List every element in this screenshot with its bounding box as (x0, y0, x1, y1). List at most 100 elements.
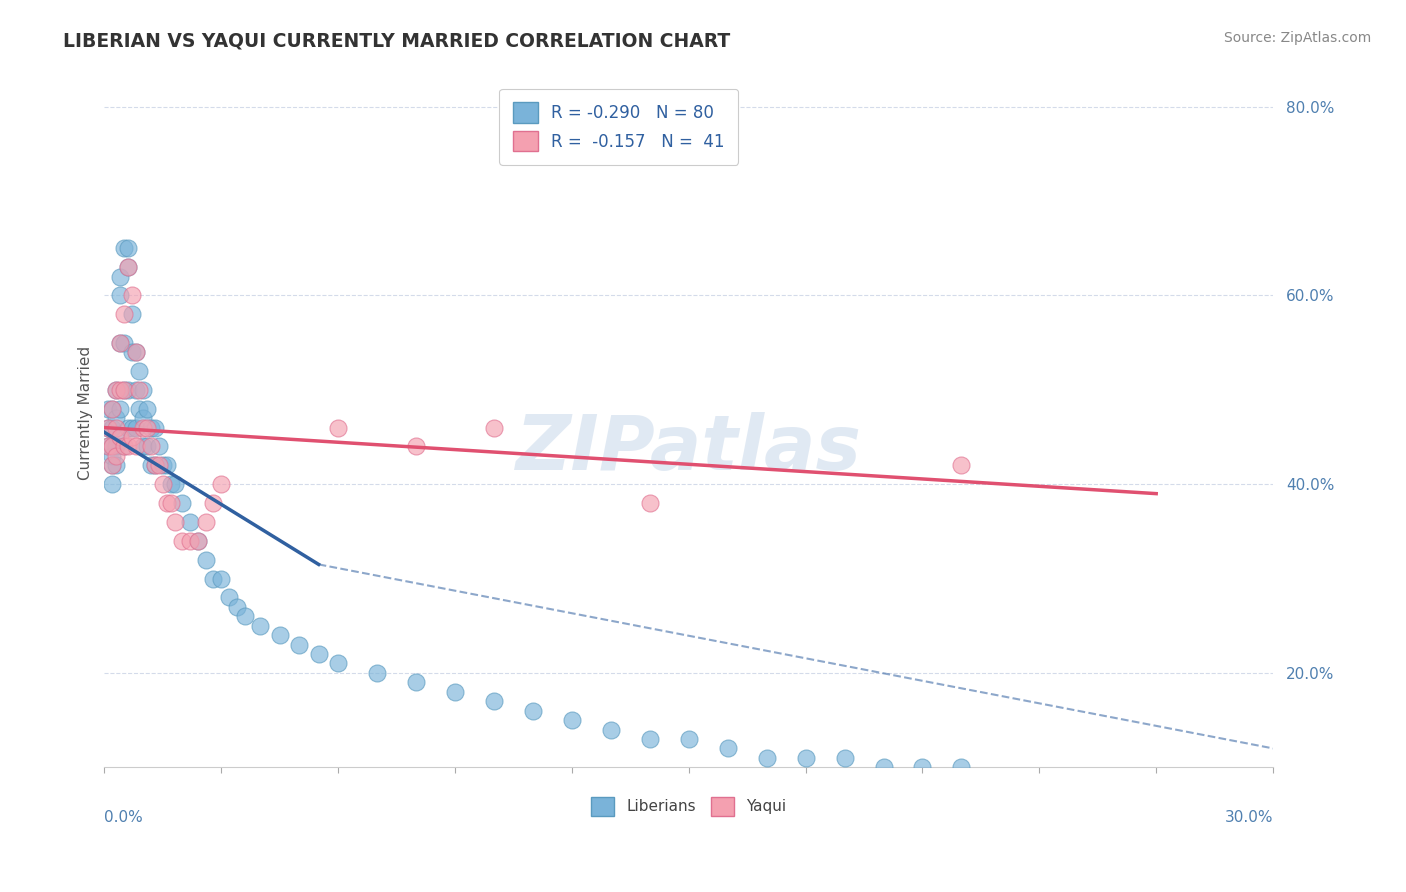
Point (179, 515, 201, 529)
Point (132, 411, 155, 425)
Point (187, 533, 209, 548)
Point (148, 458, 170, 473)
Point (308, 647, 330, 661)
Point (97, 420, 120, 434)
Point (561, 713, 583, 727)
Point (108, 335, 131, 350)
Point (108, 269, 131, 284)
Point (163, 515, 186, 529)
Point (101, 440, 124, 454)
Point (139, 420, 162, 434)
Point (163, 477, 186, 491)
Point (172, 533, 194, 548)
Point (105, 458, 128, 473)
Point (105, 449, 128, 463)
Point (105, 420, 128, 434)
Point (156, 458, 179, 473)
Point (326, 657, 349, 671)
Point (101, 420, 124, 434)
Point (117, 420, 139, 434)
Point (152, 458, 174, 473)
Point (152, 477, 174, 491)
Point (717, 741, 740, 756)
Point (121, 430, 143, 444)
Point (132, 383, 155, 397)
Point (202, 496, 225, 510)
Point (112, 383, 135, 397)
Point (101, 449, 124, 463)
Point (136, 420, 159, 434)
Point (108, 430, 131, 444)
Point (405, 675, 427, 690)
Point (105, 383, 128, 397)
Point (159, 496, 181, 510)
Point (156, 496, 179, 510)
Point (108, 335, 131, 350)
Point (112, 307, 135, 321)
Text: 30.0%: 30.0% (1225, 810, 1272, 825)
Point (249, 618, 271, 632)
Point (139, 458, 162, 473)
Point (599, 723, 621, 737)
Point (209, 477, 232, 491)
Point (124, 420, 146, 434)
Point (121, 307, 143, 321)
Point (124, 383, 146, 397)
Point (117, 440, 139, 454)
Text: LIBERIAN VS YAQUI CURRENTLY MARRIED CORRELATION CHART: LIBERIAN VS YAQUI CURRENTLY MARRIED CORR… (63, 31, 731, 50)
Point (872, 760, 894, 774)
Point (225, 599, 247, 614)
Point (124, 440, 146, 454)
Point (112, 241, 135, 255)
Point (522, 704, 544, 718)
Point (101, 440, 124, 454)
Point (482, 694, 505, 708)
Point (117, 383, 139, 397)
Point (112, 335, 135, 350)
Point (105, 440, 128, 454)
Point (105, 411, 128, 425)
Point (202, 572, 225, 586)
Point (139, 440, 162, 454)
Point (218, 591, 240, 605)
Point (112, 440, 135, 454)
Point (143, 458, 166, 473)
Point (105, 383, 128, 397)
Point (124, 345, 146, 359)
Text: ZIPatlas: ZIPatlas (516, 412, 862, 486)
Point (132, 440, 155, 454)
Point (128, 364, 150, 378)
Point (97, 440, 120, 454)
Point (950, 760, 973, 774)
Point (148, 440, 170, 454)
Point (209, 572, 232, 586)
Point (143, 458, 166, 473)
Point (97, 440, 120, 454)
Point (101, 458, 124, 473)
Point (194, 515, 217, 529)
Point (326, 420, 349, 434)
Point (911, 760, 934, 774)
Legend: Liberians, Yaqui: Liberians, Yaqui (583, 789, 794, 823)
Point (105, 430, 128, 444)
Point (112, 383, 135, 397)
Point (112, 440, 135, 454)
Point (269, 628, 291, 642)
Point (834, 751, 856, 765)
Point (117, 260, 139, 275)
Point (108, 401, 131, 416)
Point (143, 420, 166, 434)
Point (132, 420, 155, 434)
Point (121, 288, 143, 302)
Point (101, 477, 124, 491)
Point (638, 496, 661, 510)
Y-axis label: Currently Married: Currently Married (79, 346, 93, 481)
Point (97, 401, 120, 416)
Point (366, 665, 388, 680)
Point (638, 731, 661, 746)
Point (108, 288, 131, 302)
Point (194, 552, 217, 566)
Point (405, 440, 427, 454)
Point (482, 420, 505, 434)
Point (136, 440, 159, 454)
